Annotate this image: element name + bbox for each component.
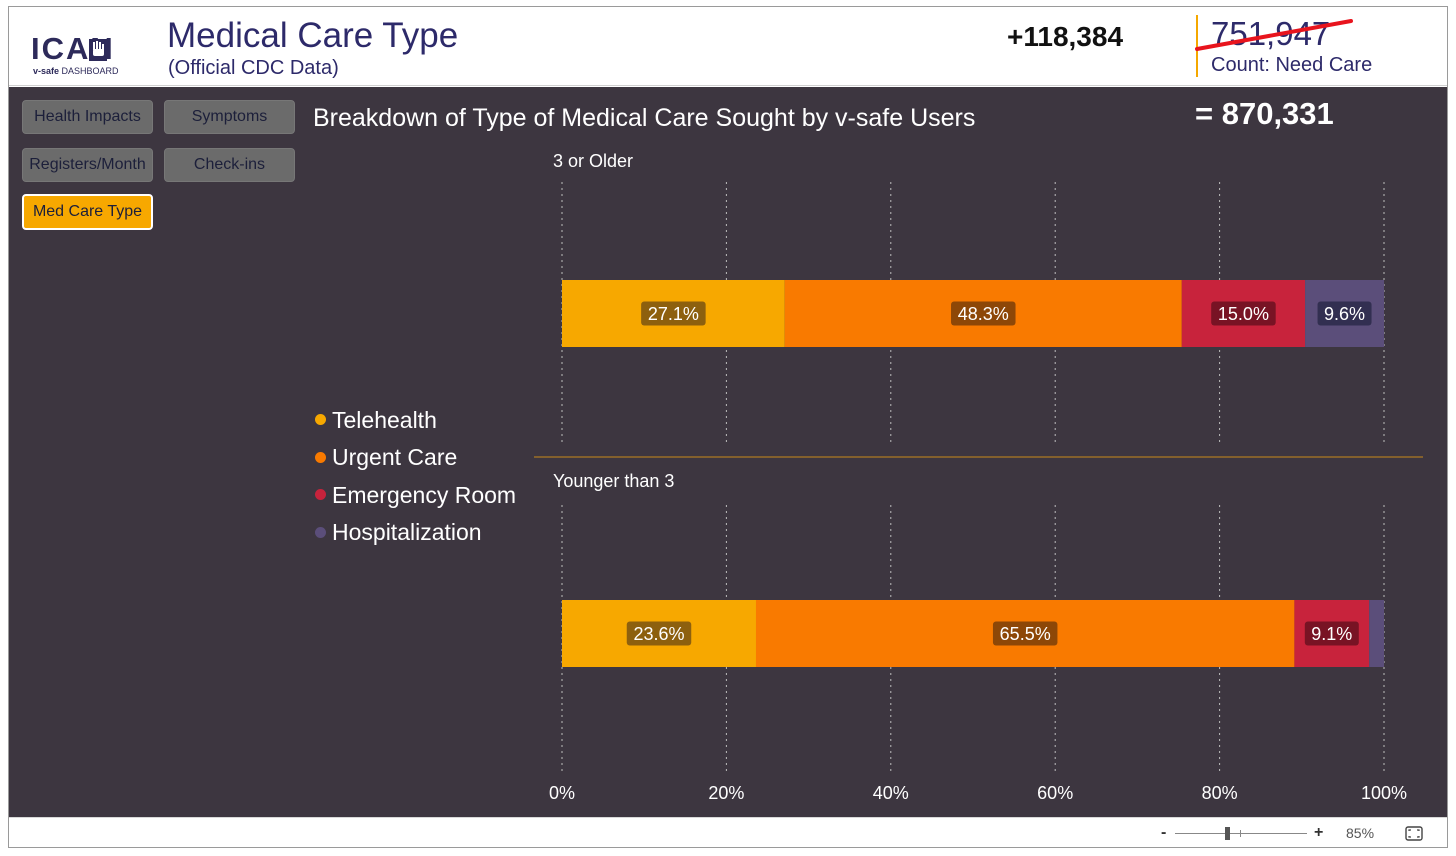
page-title: Medical Care Type bbox=[167, 16, 459, 55]
x-tick-label: 0% bbox=[549, 783, 575, 803]
data-label-bg bbox=[1304, 621, 1359, 646]
chart-title: Breakdown of Type of Medical Care Sought… bbox=[313, 104, 976, 132]
x-tick-label: 20% bbox=[708, 783, 744, 803]
data-label: 27.1% bbox=[648, 304, 699, 324]
data-label-bg bbox=[1211, 301, 1276, 326]
legend-dot bbox=[315, 451, 326, 463]
nav-button-check-ins[interactable]: Check-ins bbox=[164, 148, 295, 182]
bar-segment bbox=[1369, 600, 1384, 667]
x-tick-label: 40% bbox=[873, 783, 909, 803]
nav-button-health-impacts[interactable]: Health Impacts bbox=[22, 100, 153, 134]
x-tick-label: 80% bbox=[1202, 783, 1238, 803]
zoom-slider-thumb[interactable] bbox=[1225, 827, 1230, 840]
fit-to-screen-icon[interactable] bbox=[1405, 826, 1423, 841]
delta-count: +118,384 bbox=[1007, 21, 1124, 52]
logo-subtitle: v-safe DASHBOARD bbox=[33, 66, 119, 76]
data-label-bg bbox=[1317, 301, 1372, 326]
zoom-slider-track[interactable] bbox=[1175, 833, 1307, 834]
legend-item-emergency-room[interactable]: Emergency Room bbox=[315, 476, 516, 514]
legend-item-urgent-care[interactable]: Urgent Care bbox=[315, 439, 516, 477]
kpi-divider bbox=[1196, 15, 1198, 77]
old-count: 751,947 bbox=[1211, 15, 1331, 52]
data-label: 9.1% bbox=[1311, 624, 1352, 644]
legend-dot bbox=[315, 489, 326, 501]
zoom-out-button[interactable]: - bbox=[1161, 824, 1167, 841]
legend-dot bbox=[315, 414, 326, 426]
data-label-bg bbox=[951, 301, 1016, 326]
dashboard-panel: Health Impacts Symptoms Registers/Month … bbox=[9, 87, 1447, 817]
zoom-level: 85% bbox=[1346, 825, 1375, 841]
page-subtitle: (Official CDC Data) bbox=[168, 57, 339, 79]
data-label: 23.6% bbox=[633, 624, 684, 644]
nav-button-med-care-type[interactable]: Med Care Type bbox=[22, 194, 153, 230]
nav-button-symptoms[interactable]: Symptoms bbox=[164, 100, 295, 134]
strikethrough-mark bbox=[1195, 19, 1353, 51]
legend-item-hospitalization[interactable]: Hospitalization bbox=[315, 514, 516, 552]
zoom-in-button[interactable]: + bbox=[1314, 824, 1324, 841]
chart-legend: Telehealth Urgent Care Emergency Room Ho… bbox=[315, 401, 516, 551]
data-label-bg bbox=[641, 301, 706, 326]
ican-logo: ICAN v-safe DASHBOARD bbox=[31, 33, 141, 79]
data-label: 15.0% bbox=[1218, 304, 1269, 324]
zoom-slider-tick bbox=[1240, 830, 1241, 837]
legend-dot bbox=[315, 526, 326, 538]
data-label-bg bbox=[992, 621, 1058, 646]
logo-sub-rest: DASHBOARD bbox=[59, 66, 119, 76]
logo-sub-bold: v-safe bbox=[33, 66, 60, 76]
category-label: Younger than 3 bbox=[553, 471, 674, 491]
hand-icon bbox=[89, 39, 107, 61]
data-label-bg bbox=[626, 621, 692, 646]
header: ICAN v-safe DASHBOARD Medical Care Type … bbox=[9, 7, 1447, 86]
nav-button-registers-month[interactable]: Registers/Month bbox=[22, 148, 153, 182]
count-label: Count: Need Care bbox=[1211, 54, 1373, 76]
total-count: = 870,331 bbox=[1195, 96, 1334, 131]
stacked-bar-chart: 3 or Older 27.1% 48.3% 15.0% 9.6% Younger tha… bbox=[534, 151, 1423, 803]
status-bar: - + 85% bbox=[9, 817, 1447, 848]
data-label: 65.5% bbox=[1000, 624, 1051, 644]
data-label: 9.6% bbox=[1324, 304, 1365, 324]
legend-label: Emergency Room bbox=[332, 481, 517, 508]
legend-item-telehealth[interactable]: Telehealth bbox=[315, 401, 516, 439]
x-tick-label: 60% bbox=[1037, 783, 1073, 803]
legend-label: Urgent Care bbox=[332, 444, 458, 471]
x-tick-label: 100% bbox=[1361, 783, 1407, 803]
data-label: 48.3% bbox=[958, 304, 1009, 324]
legend-label: Hospitalization bbox=[332, 519, 482, 546]
category-label: 3 or Older bbox=[553, 151, 633, 171]
legend-label: Telehealth bbox=[332, 406, 437, 433]
